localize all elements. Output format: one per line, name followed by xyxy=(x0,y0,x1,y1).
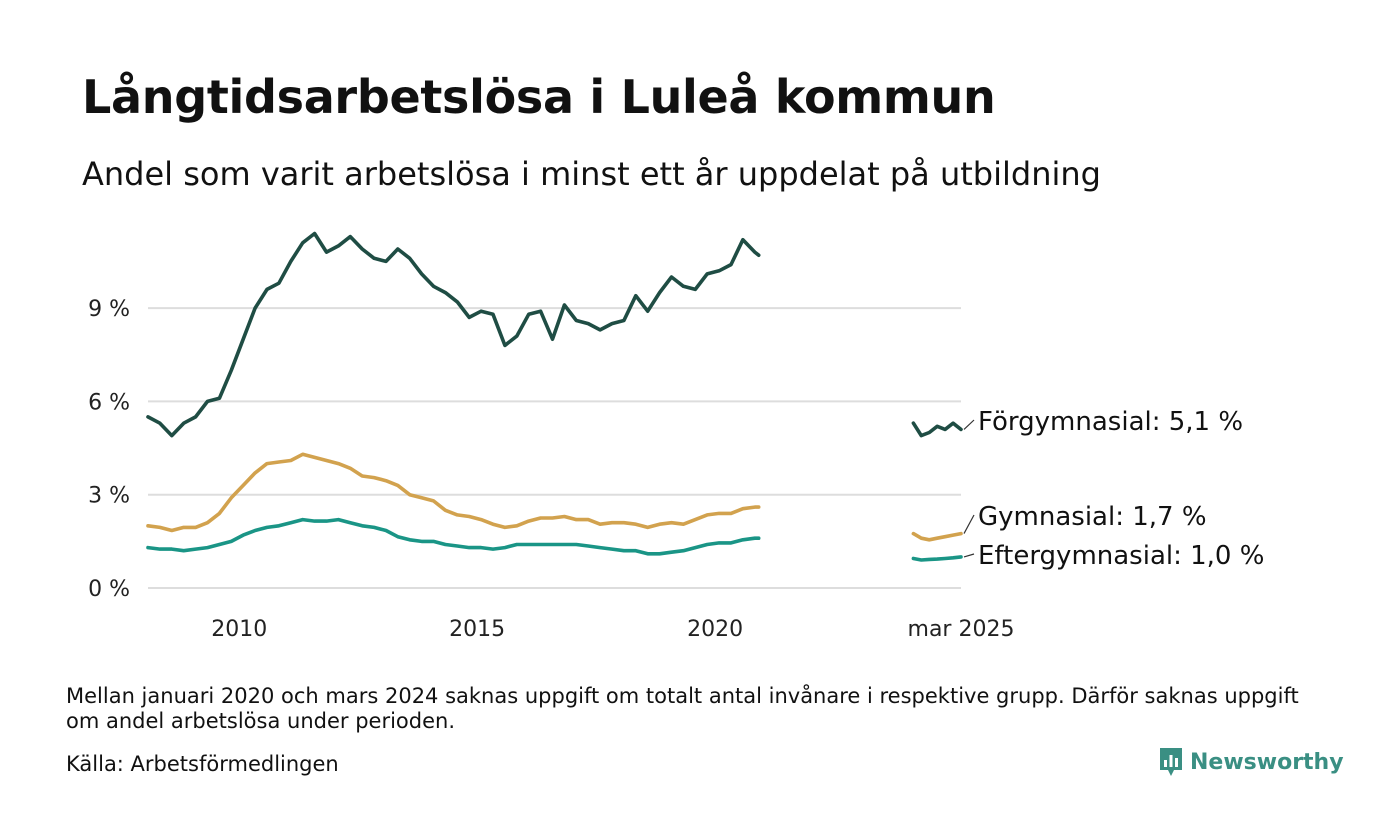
x-tick-label: mar 2025 xyxy=(908,617,1015,642)
series-line-gymnasial xyxy=(146,452,761,533)
series-line-recent-frgymnasial xyxy=(911,421,963,438)
line-chart: 0 % 3 % 6 % 9 % 2010 2015 2020 mar 2025 Förgym… xyxy=(88,231,1264,642)
grid-lines xyxy=(148,307,961,589)
series-label-eftergymnasial: Eftergymnasial: 1,0 % xyxy=(978,541,1264,571)
y-tick-label: 0 % xyxy=(88,577,130,602)
chart-subtitle: Andel som varit arbetslösa i minst ett å… xyxy=(82,155,1101,193)
series-lines xyxy=(146,231,963,562)
series-line-eftergymnasial xyxy=(146,517,761,556)
y-tick-label: 3 % xyxy=(88,484,130,509)
x-axis: 2010 2015 2020 mar 2025 xyxy=(211,617,1014,642)
y-axis: 0 % 3 % 6 % 9 % xyxy=(88,297,130,602)
x-tick-label: 2020 xyxy=(687,617,743,642)
label-leader-line xyxy=(963,514,975,534)
x-tick-label: 2015 xyxy=(449,617,505,642)
series-label-frgymnasial: Förgymnasial: 5,1 % xyxy=(978,407,1243,437)
label-leader-line xyxy=(963,553,975,558)
x-tick-label: 2010 xyxy=(211,617,267,642)
footnote: Mellan januari 2020 och mars 2024 saknas… xyxy=(66,684,1299,733)
newsworthy-icon xyxy=(1160,748,1182,776)
brand-logo[interactable]: Newsworthy xyxy=(1158,746,1344,778)
chart-title: Långtidsarbetslösa i Luleå kommun xyxy=(82,70,996,124)
series-label-gymnasial: Gymnasial: 1,7 % xyxy=(978,502,1207,532)
brand-name: Newsworthy xyxy=(1190,749,1344,775)
series-line-recent-eftergymnasial xyxy=(911,555,963,562)
series-line-recent-gymnasial xyxy=(911,531,963,542)
series-line-frgymnasial xyxy=(146,231,761,438)
y-tick-label: 6 % xyxy=(88,390,130,415)
y-tick-label: 9 % xyxy=(88,297,130,322)
label-leader-line xyxy=(963,419,975,430)
series-labels: Förgymnasial: 5,1 % Gymnasial: 1,7 % Efter… xyxy=(963,407,1264,571)
source-text: Källa: Arbetsförmedlingen xyxy=(66,752,339,776)
